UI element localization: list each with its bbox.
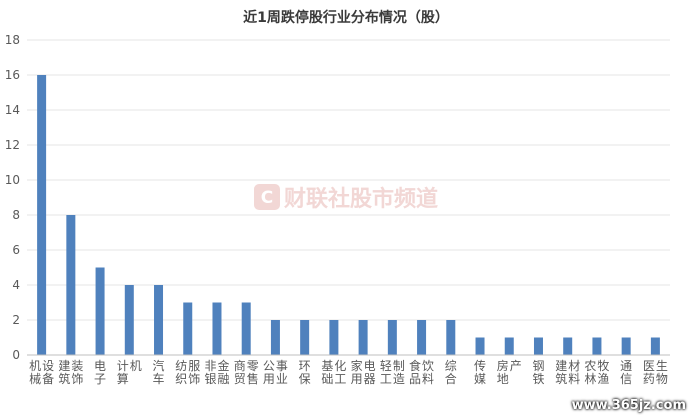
bar (358, 320, 368, 355)
bar (504, 337, 514, 355)
bar (154, 285, 164, 355)
bar (475, 337, 485, 355)
y-tick-label: 16 (5, 68, 20, 82)
x-category-label: 机械设备 (29, 359, 54, 386)
bar (533, 337, 543, 355)
bar (300, 320, 310, 355)
x-category-label: 钢铁 (532, 359, 544, 386)
y-tick-label: 4 (12, 278, 20, 292)
watermark-logo-letter: C (261, 188, 273, 208)
x-category-label: 食品饮料 (409, 358, 434, 386)
y-axis-ticks: 0 2 4 6 8 10 12 14 16 18 (5, 33, 20, 362)
x-category-label: 商贸零售 (234, 358, 259, 386)
watermark-text: 财联社股市频道 (284, 186, 438, 212)
watermark-logo (254, 184, 280, 210)
y-tick-label: 0 (12, 348, 20, 362)
bar (66, 215, 76, 355)
x-category-label: 建筑材料 (555, 359, 580, 386)
y-tick-label: 8 (12, 208, 20, 222)
chart-title: 近1周跌停股行业分布情况（股） (243, 9, 449, 26)
x-category-label: 房地产 (497, 358, 522, 386)
center-watermark: C 财联社股市频道 (254, 184, 438, 212)
bar (650, 337, 660, 355)
x-category-label: 非银金融 (204, 358, 229, 386)
x-category-label: 家用电器 (351, 358, 376, 386)
bar (563, 337, 573, 355)
y-tick-label: 18 (5, 33, 20, 47)
bar (387, 320, 397, 355)
x-category-label: 传媒 (474, 358, 486, 386)
bar (270, 320, 280, 355)
x-category-label: 计算机 (117, 359, 142, 386)
bar (592, 337, 602, 355)
bar (329, 320, 339, 355)
x-category-label: 综合 (445, 359, 457, 386)
x-category-label: 电子 (94, 359, 106, 386)
bar (446, 320, 456, 355)
bar (417, 320, 427, 355)
x-category-label: 通信 (620, 359, 632, 386)
y-tick-label: 14 (5, 103, 20, 117)
bar (212, 302, 222, 355)
x-category-label: 基础化工 (321, 359, 346, 386)
x-category-label: 农林牧渔 (584, 359, 609, 386)
x-category-label: 建筑装饰 (58, 359, 83, 386)
y-tick-label: 6 (12, 243, 20, 257)
x-category-label: 汽车 (153, 358, 165, 386)
bar (124, 285, 134, 355)
x-category-label: 医药生物 (643, 359, 668, 386)
bar (95, 267, 105, 355)
y-tick-label: 2 (12, 313, 20, 327)
bar (183, 302, 193, 355)
x-category-label: 纺织服饰 (175, 359, 200, 386)
bars (37, 75, 660, 355)
x-category-label: 公用事业 (263, 359, 288, 386)
y-tick-label: 12 (5, 138, 20, 152)
x-category-label: 环保 (299, 359, 311, 386)
bar (37, 75, 47, 355)
bar (241, 302, 251, 355)
site-watermark: www.365jz.com (571, 398, 686, 413)
grid-lines (27, 39, 670, 321)
y-tick-label: 10 (5, 173, 20, 187)
x-category-label: 轻工制造 (380, 359, 405, 386)
bar (621, 337, 631, 355)
